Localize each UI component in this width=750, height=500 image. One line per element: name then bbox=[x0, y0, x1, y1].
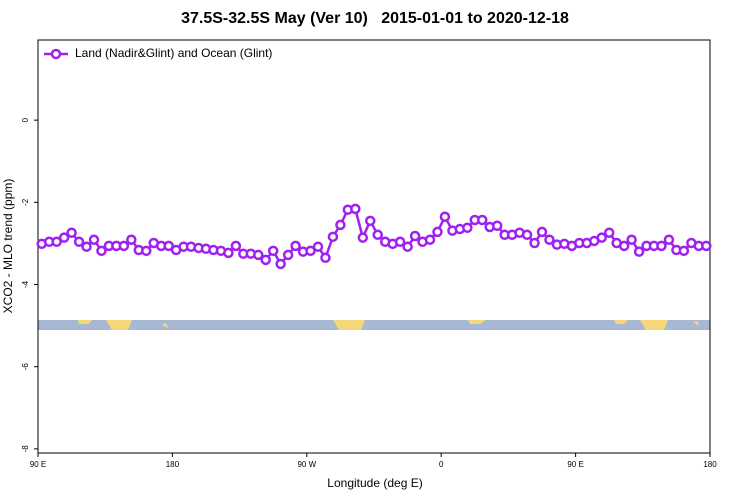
point bbox=[275, 258, 286, 270]
point bbox=[290, 240, 301, 252]
point bbox=[253, 249, 264, 261]
point bbox=[163, 240, 174, 252]
point bbox=[66, 227, 77, 238]
point bbox=[305, 245, 316, 257]
point bbox=[394, 236, 406, 248]
point bbox=[409, 230, 421, 242]
chart-title: 37.5S-32.5S May (Ver 10) 2015-01-01 to 2… bbox=[181, 10, 569, 27]
legend-marker bbox=[50, 48, 62, 60]
point bbox=[596, 232, 607, 243]
point bbox=[477, 214, 488, 226]
point bbox=[327, 231, 339, 243]
point bbox=[462, 222, 473, 234]
land bbox=[640, 320, 668, 330]
land bbox=[333, 320, 365, 330]
land bbox=[468, 320, 486, 324]
y-tick-label: -4 bbox=[21, 280, 30, 288]
point bbox=[230, 240, 242, 252]
legend-label: Land (Nadir&Glint) and Ocean (Glint) bbox=[75, 46, 272, 60]
point bbox=[656, 240, 667, 252]
ocean-strip bbox=[38, 320, 710, 330]
land bbox=[162, 323, 168, 328]
point bbox=[372, 229, 383, 241]
point bbox=[335, 219, 346, 231]
land bbox=[106, 320, 132, 330]
point bbox=[260, 254, 271, 266]
x-tick-label: 180 bbox=[703, 460, 717, 469]
point bbox=[223, 247, 234, 259]
point bbox=[402, 241, 413, 252]
y-tick-label: 0 bbox=[21, 117, 30, 122]
point bbox=[312, 241, 324, 252]
point bbox=[521, 229, 533, 241]
point bbox=[81, 241, 92, 252]
point bbox=[529, 237, 540, 249]
land bbox=[78, 320, 92, 324]
point bbox=[267, 245, 279, 257]
land bbox=[693, 321, 699, 326]
map-strip bbox=[38, 320, 710, 330]
point bbox=[357, 232, 369, 243]
point bbox=[678, 245, 690, 257]
x-axis-label: Longitude (deg E) bbox=[327, 476, 422, 490]
point bbox=[282, 249, 294, 261]
x-tick-label: 90 W bbox=[297, 460, 316, 469]
point bbox=[51, 236, 62, 248]
x-tick-label: 90 E bbox=[567, 460, 583, 469]
point bbox=[603, 227, 615, 238]
point bbox=[424, 234, 436, 245]
y-tick-label: -6 bbox=[21, 363, 30, 371]
y-tick-label: -8 bbox=[21, 445, 30, 453]
point bbox=[544, 234, 555, 245]
point bbox=[491, 220, 503, 231]
y-tick-label: -2 bbox=[21, 198, 30, 206]
y-axis-label: XCO2 - MLO trend (ppm) bbox=[1, 179, 15, 314]
point bbox=[536, 226, 548, 238]
point bbox=[633, 246, 645, 257]
point bbox=[701, 240, 712, 252]
point bbox=[320, 252, 331, 264]
point bbox=[96, 245, 107, 257]
point bbox=[663, 234, 675, 245]
point bbox=[141, 245, 152, 257]
land bbox=[614, 320, 628, 324]
point bbox=[126, 234, 137, 245]
x-tick-label: 180 bbox=[166, 460, 180, 469]
point bbox=[618, 240, 630, 252]
point bbox=[626, 234, 637, 245]
point bbox=[439, 211, 451, 222]
point bbox=[118, 240, 130, 252]
x-tick-label: 90 E bbox=[30, 460, 46, 469]
point bbox=[73, 236, 85, 248]
point bbox=[350, 203, 361, 215]
point bbox=[88, 234, 100, 245]
point bbox=[365, 215, 376, 227]
point bbox=[58, 232, 70, 243]
point bbox=[432, 226, 443, 238]
x-tick-label: 0 bbox=[439, 460, 444, 469]
